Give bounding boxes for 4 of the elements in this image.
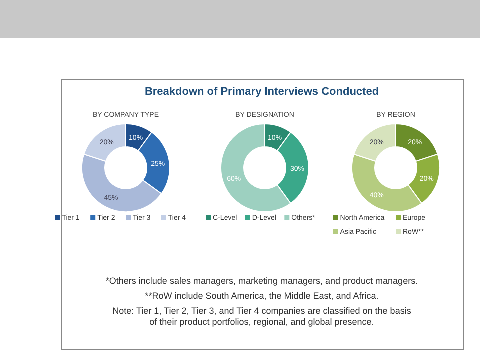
text: Note: Tier 1, Tier 2, Tier 3, and Tier 4 companies are classified on the basis of their product portfolios, regional, and global presence. — [112, 306, 412, 327]
text: **RoW include South America, the Middle East, and Africa. — [145, 291, 379, 301]
text: Breakdown of Primary Interviews Conducted — [144, 86, 380, 98]
text: *Others include sales managers, marketing managers, and product managers. — [106, 276, 418, 286]
